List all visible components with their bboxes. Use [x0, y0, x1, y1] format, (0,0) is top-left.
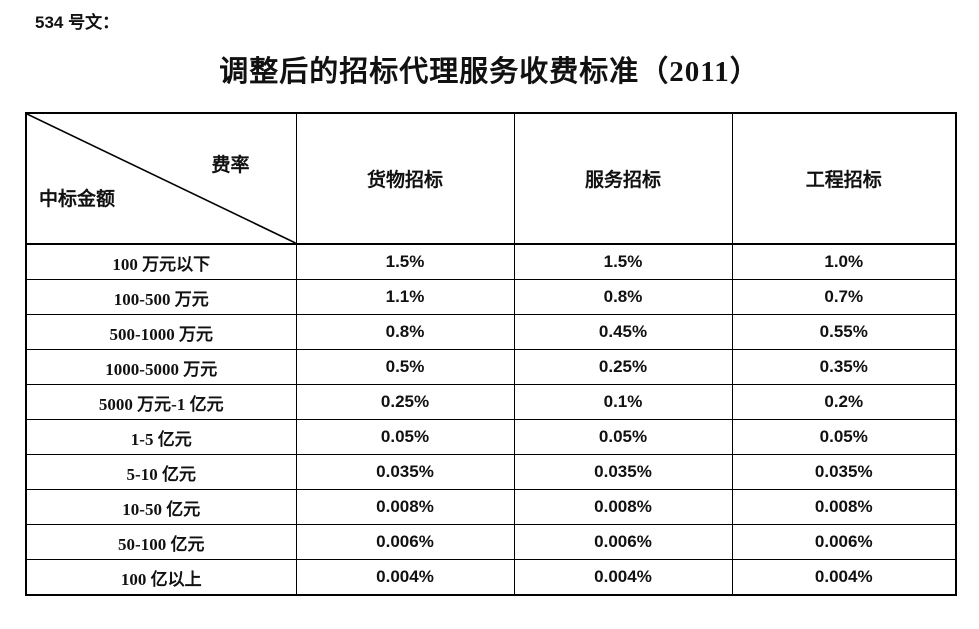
amount-cell: 100 亿以上 — [25, 559, 297, 596]
rate-cell-goods: 0.035% — [295, 454, 515, 490]
rate-cell-engineering: 0.05% — [731, 419, 957, 455]
table-row: 1-5 亿元 0.05% 0.05% 0.05% — [25, 419, 957, 455]
rate-cell-goods: 1.5% — [295, 243, 515, 280]
rate-cell-goods: 0.05% — [295, 419, 515, 455]
column-header-engineering: 工程招标 — [731, 112, 957, 245]
doc-number-label: 534 号文： — [35, 13, 120, 32]
table-row: 5000 万元-1 亿元 0.25% 0.1% 0.2% — [25, 384, 957, 420]
amount-cell: 5-10 亿元 — [25, 454, 297, 490]
rate-cell-goods: 0.25% — [295, 384, 515, 420]
table-row: 100-500 万元 1.1% 0.8% 0.7% — [25, 279, 957, 315]
rate-cell-services: 0.8% — [513, 279, 733, 315]
rate-cell-services: 0.05% — [513, 419, 733, 455]
rate-cell-services: 0.45% — [513, 314, 733, 350]
corner-header-cell: 费率 中标金额 — [25, 112, 297, 245]
rate-cell-engineering: 0.004% — [731, 559, 957, 596]
rate-cell-goods: 1.1% — [295, 279, 515, 315]
rate-cell-services: 1.5% — [513, 243, 733, 280]
rate-cell-goods: 0.006% — [295, 524, 515, 560]
amount-cell: 500-1000 万元 — [25, 314, 297, 350]
amount-cell: 1000-5000 万元 — [25, 349, 297, 385]
amount-cell: 100 万元以下 — [25, 243, 297, 280]
table-row: 100 万元以下 1.5% 1.5% 1.0% — [25, 243, 957, 280]
table-row: 5-10 亿元 0.035% 0.035% 0.035% — [25, 454, 957, 490]
rate-cell-services: 0.006% — [513, 524, 733, 560]
column-header-goods: 货物招标 — [295, 112, 515, 245]
rate-cell-goods: 0.5% — [295, 349, 515, 385]
header-row: 费率 中标金额 货物招标 服务招标 工程招标 — [25, 112, 957, 245]
rate-cell-services: 0.008% — [513, 489, 733, 525]
diagonal-divider-line — [27, 114, 296, 243]
rate-cell-engineering: 1.0% — [731, 243, 957, 280]
table-row: 500-1000 万元 0.8% 0.45% 0.55% — [25, 314, 957, 350]
amount-cell: 5000 万元-1 亿元 — [25, 384, 297, 420]
corner-label-amount: 中标金额 — [39, 189, 116, 210]
column-header-services: 服务招标 — [513, 112, 733, 245]
rate-cell-goods: 0.004% — [295, 559, 515, 596]
rate-cell-engineering: 0.55% — [731, 314, 957, 350]
rate-cell-engineering: 0.006% — [731, 524, 957, 560]
page-title: 调整后的招标代理服务收费标准（2011） — [219, 56, 760, 88]
amount-cell: 1-5 亿元 — [25, 419, 297, 455]
rate-cell-engineering: 0.2% — [731, 384, 957, 420]
rate-cell-services: 0.1% — [513, 384, 733, 420]
rate-cell-engineering: 0.35% — [731, 349, 957, 385]
rate-cell-services: 0.25% — [513, 349, 733, 385]
amount-cell: 100-500 万元 — [25, 279, 297, 315]
rate-cell-goods: 0.008% — [295, 489, 515, 525]
fee-rate-table: 费率 中标金额 货物招标 服务招标 工程招标 100 万元以下 1.5% 1.5… — [25, 112, 957, 596]
table-row: 50-100 亿元 0.006% 0.006% 0.006% — [25, 524, 957, 560]
amount-cell: 10-50 亿元 — [25, 489, 297, 525]
table-row: 10-50 亿元 0.008% 0.008% 0.008% — [25, 489, 957, 525]
table-row: 1000-5000 万元 0.5% 0.25% 0.35% — [25, 349, 957, 385]
table-row: 100 亿以上 0.004% 0.004% 0.004% — [25, 559, 957, 596]
rate-cell-engineering: 0.035% — [731, 454, 957, 490]
amount-cell: 50-100 亿元 — [25, 524, 297, 560]
rate-cell-services: 0.004% — [513, 559, 733, 596]
rate-cell-services: 0.035% — [513, 454, 733, 490]
rate-cell-engineering: 0.7% — [731, 279, 957, 315]
rate-cell-goods: 0.8% — [295, 314, 515, 350]
rate-cell-engineering: 0.008% — [731, 489, 957, 525]
corner-label-rate: 费率 — [211, 155, 250, 176]
